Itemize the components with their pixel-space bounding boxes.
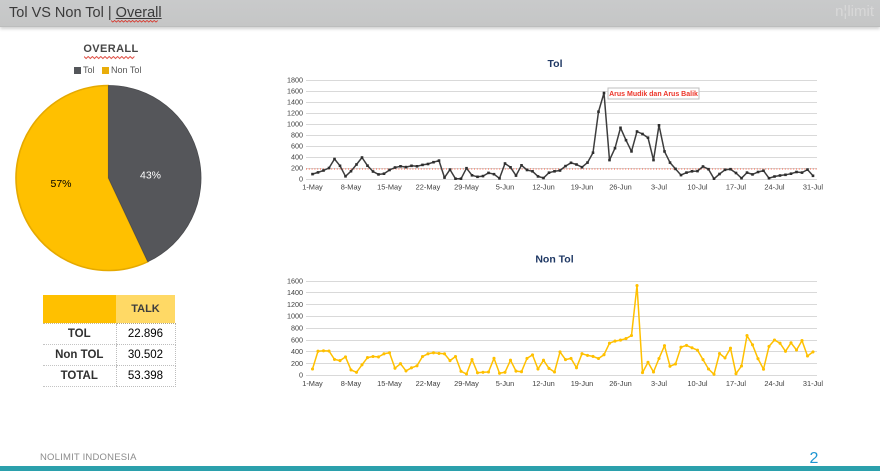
svg-text:1-May: 1-May — [302, 379, 323, 388]
svg-text:600: 600 — [291, 142, 303, 151]
svg-text:1800: 1800 — [287, 76, 303, 85]
svg-text:29-May: 29-May — [454, 379, 479, 388]
svg-text:12-Jun: 12-Jun — [532, 379, 555, 388]
svg-text:5-Jun: 5-Jun — [496, 379, 515, 388]
svg-text:31-Jul: 31-Jul — [803, 183, 823, 192]
svg-text:3-Jul: 3-Jul — [651, 379, 667, 388]
svg-text:17-Jul: 17-Jul — [726, 183, 746, 192]
svg-text:1000: 1000 — [287, 312, 303, 321]
svg-text:400: 400 — [291, 347, 303, 356]
svg-text:17-Jul: 17-Jul — [726, 379, 746, 388]
svg-text:19-Jun: 19-Jun — [571, 183, 594, 192]
svg-text:29-May: 29-May — [454, 183, 479, 192]
svg-text:1400: 1400 — [287, 288, 303, 297]
svg-text:1600: 1600 — [287, 87, 303, 96]
svg-text:1400: 1400 — [287, 98, 303, 107]
svg-text:5-Jun: 5-Jun — [496, 183, 515, 192]
svg-text:24-Jul: 24-Jul — [764, 183, 784, 192]
svg-text:600: 600 — [291, 335, 303, 344]
svg-text:22-May: 22-May — [416, 183, 441, 192]
svg-text:22-May: 22-May — [416, 379, 441, 388]
svg-text:1-May: 1-May — [302, 183, 323, 192]
svg-text:400: 400 — [291, 153, 303, 162]
svg-text:Non Tol: Non Tol — [535, 254, 573, 266]
svg-text:200: 200 — [291, 359, 303, 368]
svg-text:31-Jul: 31-Jul — [803, 379, 823, 388]
svg-text:Arus Mudik dan Arus Balik: Arus Mudik dan Arus Balik — [609, 91, 698, 98]
svg-text:15-May: 15-May — [377, 379, 402, 388]
svg-text:10-Jul: 10-Jul — [687, 379, 707, 388]
svg-text:43%: 43% — [140, 170, 161, 182]
svg-text:200: 200 — [291, 164, 303, 173]
svg-text:10-Jul: 10-Jul — [687, 183, 707, 192]
svg-text:0: 0 — [299, 175, 303, 184]
svg-text:24-Jul: 24-Jul — [764, 379, 784, 388]
svg-text:26-Jun: 26-Jun — [609, 183, 632, 192]
svg-text:1600: 1600 — [287, 276, 303, 285]
svg-text:800: 800 — [291, 324, 303, 333]
svg-text:19-Jun: 19-Jun — [571, 379, 594, 388]
svg-text:3-Jul: 3-Jul — [651, 183, 667, 192]
svg-text:1000: 1000 — [287, 120, 303, 129]
svg-text:8-May: 8-May — [341, 379, 362, 388]
svg-text:12-Jun: 12-Jun — [532, 183, 555, 192]
svg-text:15-May: 15-May — [377, 183, 402, 192]
svg-text:0: 0 — [299, 371, 303, 380]
svg-text:1200: 1200 — [287, 109, 303, 118]
svg-text:800: 800 — [291, 131, 303, 140]
svg-text:57%: 57% — [50, 178, 71, 190]
svg-text:1200: 1200 — [287, 300, 303, 309]
svg-text:8-May: 8-May — [341, 183, 362, 192]
svg-text:26-Jun: 26-Jun — [609, 379, 632, 388]
svg-text:Tol: Tol — [548, 58, 563, 70]
